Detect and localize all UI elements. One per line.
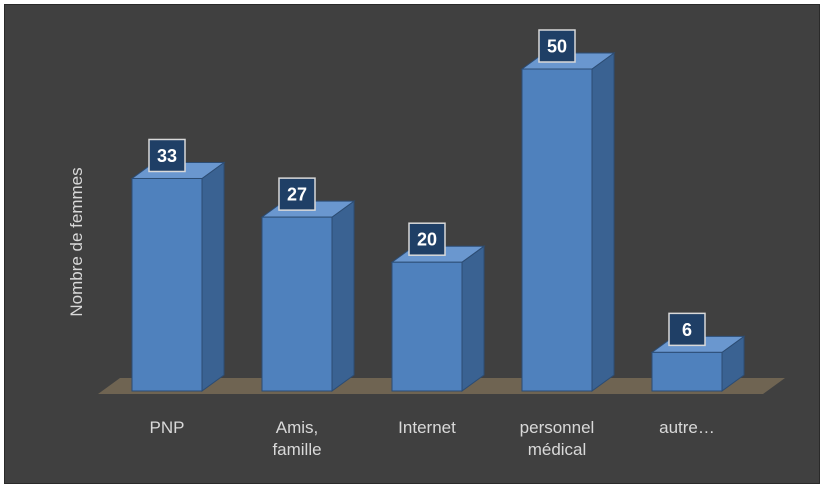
data-label-value: 50 <box>547 37 567 57</box>
data-label-box <box>538 29 576 63</box>
data-label-value: 20 <box>417 230 437 250</box>
category-label: personnel médical <box>520 418 595 459</box>
bar-front <box>651 351 723 392</box>
category-label: Internet <box>398 418 456 437</box>
data-label-box <box>408 222 446 256</box>
data-label: 27 <box>278 177 316 211</box>
bar-side <box>331 200 355 392</box>
data-label-box <box>668 312 706 347</box>
bar-side <box>201 161 225 392</box>
data-label: 50 <box>538 29 576 63</box>
bar-side <box>591 52 615 392</box>
bar <box>390 245 486 392</box>
bar <box>130 161 226 392</box>
category-label: Amis, famille <box>272 418 321 459</box>
data-label: 20 <box>408 222 446 256</box>
bar <box>520 52 616 392</box>
bar-front <box>391 261 463 392</box>
bar <box>650 335 746 392</box>
category-label: autre… <box>659 418 715 437</box>
data-label: 33 <box>148 138 186 173</box>
data-label: 6 <box>668 312 706 347</box>
data-labels: 33 27 20 50 6 <box>148 29 706 347</box>
bar-chart: 33 27 20 50 6 PNP Amis, famille Internet personn… <box>67 29 785 459</box>
category-label: PNP <box>150 418 185 437</box>
bar <box>260 200 356 392</box>
data-label-value: 6 <box>682 320 692 340</box>
category-labels: PNP Amis, famille Internet personnel médical a… <box>150 418 715 459</box>
bar-front <box>261 216 333 392</box>
chart-area: 33 27 20 50 6 PNP Amis, famille Internet personn… <box>4 4 820 484</box>
data-label-box <box>278 177 316 211</box>
y-axis-title: Nombre de femmes <box>67 167 86 316</box>
bar-front <box>131 177 203 392</box>
bar-front <box>521 68 593 392</box>
data-label-value: 33 <box>157 146 177 166</box>
data-label-box <box>148 138 186 173</box>
bar-side <box>461 245 485 392</box>
data-label-value: 27 <box>287 185 307 205</box>
bars <box>130 52 746 392</box>
